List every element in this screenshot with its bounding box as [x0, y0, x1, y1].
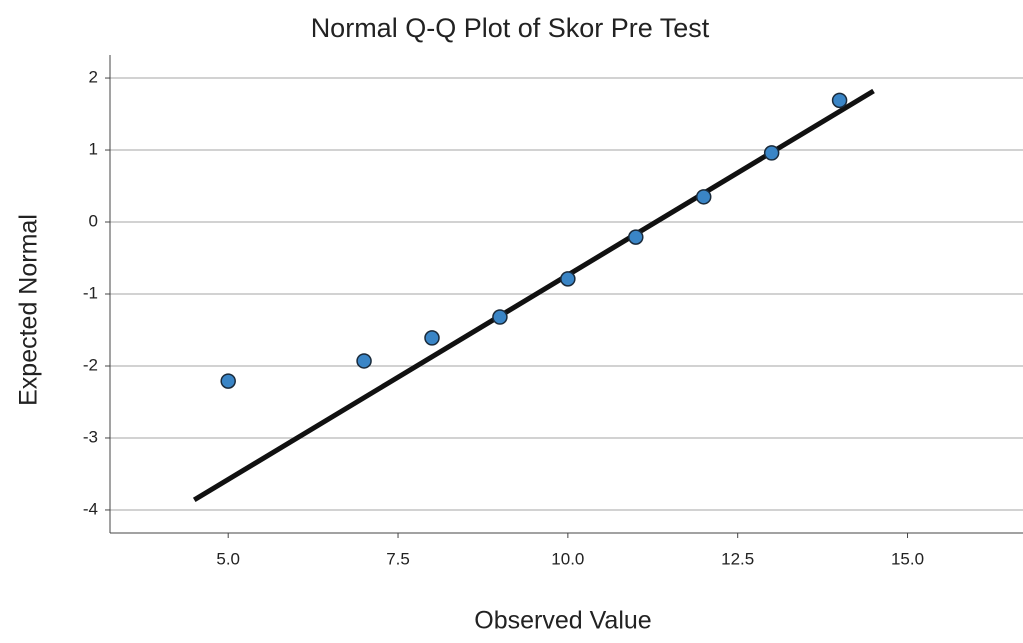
y-tick-label: 2 — [89, 68, 98, 87]
point — [356, 353, 372, 369]
y-tick-label: 1 — [89, 140, 98, 159]
point — [763, 145, 780, 161]
x-tick-label: 12.5 — [721, 549, 754, 568]
y-tick-label: -3 — [83, 427, 98, 446]
y-axis-label: Expected Normal — [15, 214, 43, 406]
point — [695, 189, 712, 205]
reference-line — [192, 88, 875, 503]
point — [220, 373, 236, 389]
y-tick-label: -4 — [83, 499, 98, 518]
point — [424, 330, 440, 346]
point — [831, 92, 848, 109]
x-tick-label: 7.5 — [386, 549, 410, 568]
point — [560, 271, 576, 287]
x-tick-label: 5.0 — [216, 549, 240, 568]
x-tick-label: 15.0 — [891, 549, 924, 568]
point — [628, 229, 644, 245]
point — [492, 309, 508, 325]
y-tick-label: 0 — [89, 211, 98, 230]
x-tick-label: 10.0 — [551, 549, 584, 568]
y-tick-label: -2 — [83, 355, 98, 374]
y-tick-label: -1 — [83, 283, 98, 302]
x-axis-label: Observed Value — [474, 607, 651, 635]
chart-title: Normal Q-Q Plot of Skor Pre Test — [311, 13, 710, 43]
